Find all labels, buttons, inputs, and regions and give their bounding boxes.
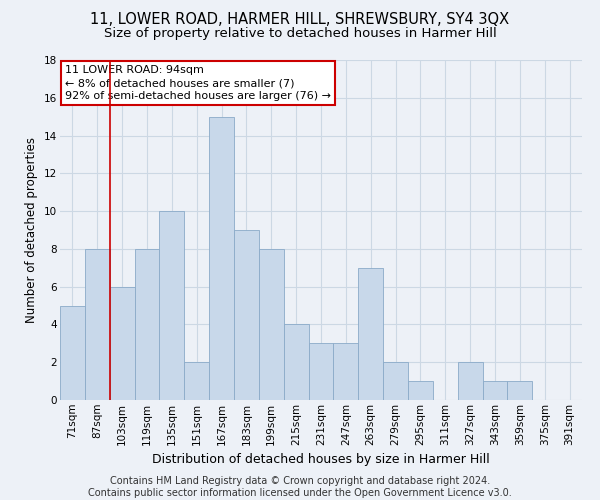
Bar (209, 116, 234, 400)
Bar (259, 249, 284, 400)
Bar (184, 362, 209, 400)
Text: Contains HM Land Registry data © Crown copyright and database right 2024.
Contai: Contains HM Land Registry data © Crown c… (88, 476, 512, 498)
X-axis label: Distribution of detached houses by size in Harmer Hill: Distribution of detached houses by size … (152, 453, 490, 466)
Bar (334, 344, 358, 400)
Bar (110, 286, 134, 400)
Bar (408, 381, 433, 400)
Bar (134, 249, 160, 400)
Bar (60, 306, 85, 400)
Bar (383, 362, 408, 400)
Bar (284, 324, 308, 400)
Bar (308, 344, 334, 400)
Y-axis label: Number of detached properties: Number of detached properties (25, 137, 38, 323)
Text: 11 LOWER ROAD: 94sqm
← 8% of detached houses are smaller (7)
92% of semi-detache: 11 LOWER ROAD: 94sqm ← 8% of detached ho… (65, 65, 331, 102)
Bar (482, 381, 508, 400)
Text: 11, LOWER ROAD, HARMER HILL, SHREWSBURY, SY4 3QX: 11, LOWER ROAD, HARMER HILL, SHREWSBURY,… (91, 12, 509, 28)
Bar (458, 362, 482, 400)
Bar (508, 381, 532, 400)
Text: Size of property relative to detached houses in Harmer Hill: Size of property relative to detached ho… (104, 28, 496, 40)
Bar (85, 249, 110, 400)
Bar (160, 211, 184, 400)
Bar (358, 268, 383, 400)
Bar (234, 230, 259, 400)
